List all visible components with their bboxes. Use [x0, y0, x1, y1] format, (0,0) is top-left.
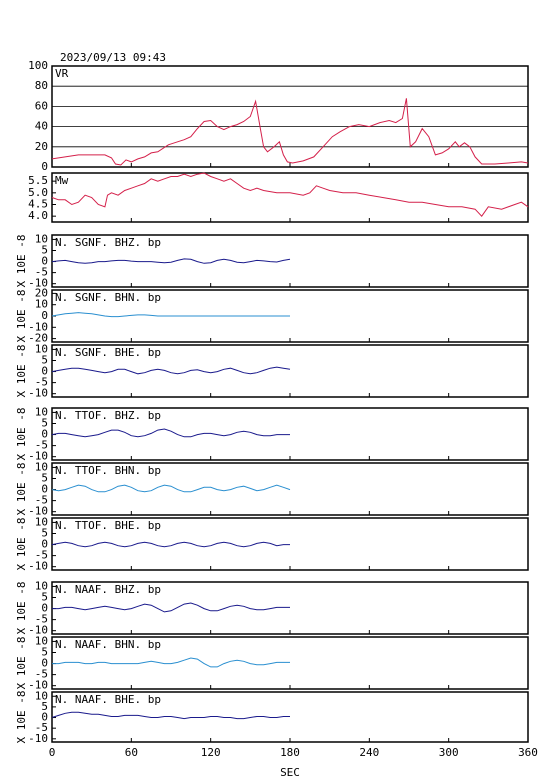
data-line — [51, 98, 529, 166]
y-tick-label: -10 — [28, 624, 48, 637]
data-line — [51, 711, 290, 720]
y-axis-label: X 10E -8 — [15, 408, 28, 461]
y-tick-label: -10 — [28, 387, 48, 400]
y-tick-label: 0 — [41, 428, 48, 441]
y-tick-label: 4.0 — [28, 209, 48, 222]
data-line — [51, 428, 290, 438]
y-tick-label: 0 — [41, 365, 48, 378]
panel-frame — [51, 172, 529, 223]
x-tick-label: 0 — [49, 746, 56, 759]
y-tick-label: 10 — [35, 232, 48, 245]
y-tick-label: 5 — [41, 526, 48, 539]
y-tick-label: 10 — [35, 689, 48, 702]
y-tick-label: -5 — [35, 266, 48, 279]
y-tick-label: 10 — [35, 405, 48, 418]
y-tick-label: 10 — [35, 342, 48, 355]
y-tick-label: -5 — [35, 439, 48, 452]
y-tick-label: -20 — [28, 332, 48, 345]
y-tick-label: 20 — [35, 140, 48, 153]
data-line — [51, 312, 290, 318]
data-line — [51, 484, 291, 493]
y-tick-label: 0 — [41, 160, 48, 173]
data-line — [51, 366, 291, 375]
y-tick-label: -5 — [35, 494, 48, 507]
y-axis-label: X 10E -8 — [15, 518, 28, 571]
y-tick-label: 0 — [41, 255, 48, 268]
x-tick-label: 240 — [359, 746, 379, 759]
y-tick-label: -10 — [28, 277, 48, 290]
panel-label: N. NAAF. BHE. bp — [55, 693, 161, 706]
x-tick-label: 180 — [280, 746, 300, 759]
y-axis-label: X 10E -8 — [15, 637, 28, 690]
y-tick-label: -10 — [28, 732, 48, 745]
y-tick-label: -5 — [35, 668, 48, 681]
y-axis-label: X 10E -8 — [15, 345, 28, 398]
y-tick-label: -10 — [28, 320, 48, 333]
y-tick-label: 100 — [28, 59, 48, 72]
x-tick-label: 300 — [439, 746, 459, 759]
y-tick-label: -10 — [28, 450, 48, 463]
y-tick-label: 0 — [41, 657, 48, 670]
y-tick-label: -10 — [28, 505, 48, 518]
y-tick-label: -5 — [35, 549, 48, 562]
y-tick-label: 5 — [41, 471, 48, 484]
data-line — [52, 602, 290, 613]
y-tick-label: 5 — [41, 416, 48, 429]
panel-label: N. TTOF. BHN. bp — [55, 464, 161, 477]
y-tick-label: 5 — [41, 590, 48, 603]
y-tick-label: 0 — [41, 602, 48, 615]
y-tick-label: 5 — [41, 700, 48, 713]
y-tick-label: 5 — [41, 243, 48, 256]
y-tick-label: 0 — [41, 483, 48, 496]
y-axis-label: X 10E -8 — [15, 235, 28, 288]
x-tick-label: 120 — [201, 746, 221, 759]
y-tick-label: -10 — [28, 560, 48, 573]
data-line — [51, 258, 291, 264]
data-line — [52, 657, 290, 668]
panel-label: N. NAAF. BHZ. bp — [55, 583, 161, 596]
y-axis-label: X 10E -8 — [15, 691, 28, 744]
y-tick-label: 4.5 — [28, 198, 48, 211]
y-tick-label: 40 — [35, 120, 48, 133]
panel-label: N. TTOF. BHE. bp — [55, 519, 161, 532]
y-tick-label: 10 — [35, 298, 48, 311]
y-tick-label: 10 — [35, 579, 48, 592]
x-tick-label: 60 — [125, 746, 138, 759]
y-tick-label: 10 — [35, 634, 48, 647]
y-tick-label: 5 — [41, 353, 48, 366]
data-line — [51, 541, 290, 548]
y-tick-label: 60 — [35, 99, 48, 112]
panel-label: N. SGNF. BHN. bp — [55, 291, 161, 304]
panel-label: N. SGNF. BHZ. bp — [55, 236, 161, 249]
y-tick-label: 0 — [41, 711, 48, 724]
data-line — [51, 172, 529, 217]
y-axis-label: X 10E -8 — [15, 463, 28, 516]
y-tick-label: 20 — [35, 286, 48, 299]
y-tick-label: 5.5 — [28, 174, 48, 187]
chart-title: 2023/09/13 09:43 — [60, 51, 166, 64]
y-tick-label: 0 — [41, 538, 48, 551]
x-axis-label: SEC — [280, 766, 300, 779]
panel-label: VR — [55, 67, 69, 80]
panel-frame — [51, 65, 529, 168]
panel-label: N. SGNF. BHE. bp — [55, 346, 161, 359]
y-tick-label: 5.0 — [28, 186, 48, 199]
y-tick-label: -5 — [35, 613, 48, 626]
y-tick-label: -5 — [35, 376, 48, 389]
y-tick-label: 80 — [35, 79, 48, 92]
y-axis-label: X 10E -8 — [15, 290, 28, 343]
y-tick-label: -10 — [28, 679, 48, 692]
y-tick-label: 5 — [41, 645, 48, 658]
panel-label: Mw — [55, 174, 69, 187]
y-tick-label: 0 — [41, 309, 48, 322]
panel-label: N. TTOF. BHZ. bp — [55, 409, 161, 422]
x-tick-label: 360 — [518, 746, 538, 759]
y-axis-label: X 10E -8 — [15, 582, 28, 635]
y-tick-label: 10 — [35, 460, 48, 473]
y-tick-label: 10 — [35, 515, 48, 528]
panel-label: N. NAAF. BHN. bp — [55, 638, 161, 651]
y-tick-label: -5 — [35, 721, 48, 734]
